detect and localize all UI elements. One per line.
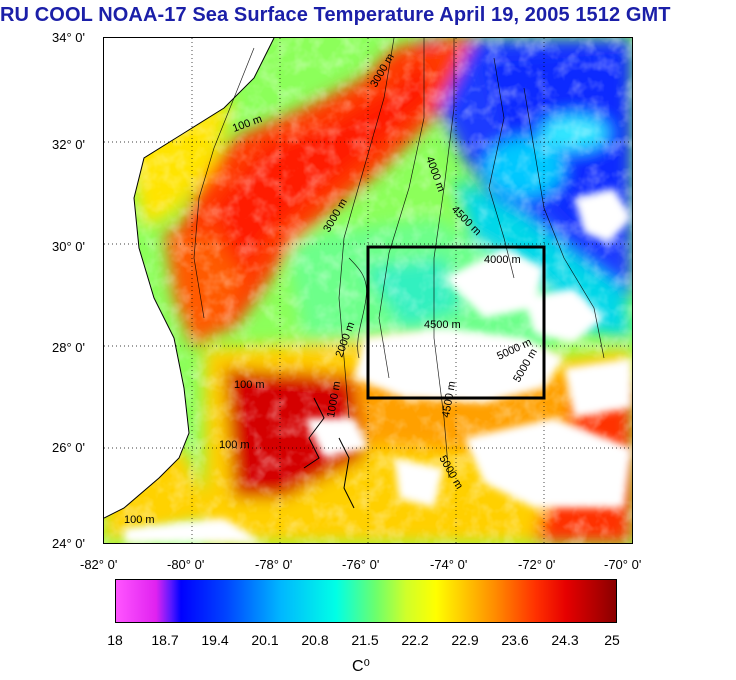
y-tick-label: 34° 0' [52,30,85,45]
colorbar-tick-label: 20.1 [251,632,279,648]
colorbar [115,579,617,623]
contour-label: 4000 m [484,254,521,266]
bathymetry-contours [193,38,605,479]
graticule [104,38,632,543]
y-tick-label: 28° 0' [52,340,85,355]
x-tick-label: -80° 0' [167,557,205,572]
y-tick-label: 32° 0' [52,137,85,152]
x-tick-label: -78° 0' [255,557,293,572]
study-region-box [366,245,546,400]
y-tick-label: 26° 0' [52,440,85,455]
sst-map: 100 m 3000 m 4000 m 4500 m 3000 m 4500 m… [103,37,633,544]
colorbar-tick-label: 19.4 [201,632,229,648]
x-tick-label: -76° 0' [342,557,380,572]
contour-label: 100 m [124,514,155,526]
contour-label: 100 m [219,439,250,451]
y-tick-label: 24° 0' [52,536,85,551]
sst-map-canvas: 100 m 3000 m 4000 m 4500 m 3000 m 4500 m… [104,38,632,543]
y-tick-label: 30° 0' [52,239,85,254]
colorbar-tick-label: 21.5 [351,632,379,648]
colorbar-tick-label: 23.6 [501,632,529,648]
colorbar-tick-label: 18.7 [151,632,179,648]
map-title: RU COOL NOAA-17 Sea Surface Temperature … [0,4,671,26]
colorbar-tick-label: 22.9 [451,632,479,648]
colorbar-tick-label: 18 [107,632,123,648]
colorbar-tick-label: 22.2 [401,632,429,648]
x-tick-label: -82° 0' [80,557,118,572]
land-florida [104,38,274,518]
x-tick-label: -70° 0' [604,557,642,572]
contour-label: 100 m [234,379,265,391]
x-tick-label: -74° 0' [430,557,468,572]
colorbar-tick-label: 20.8 [301,632,329,648]
colorbar-tick-label: 25 [604,632,620,648]
coastline [104,38,275,519]
x-tick-label: -72° 0' [518,557,556,572]
bahamas-island [303,397,325,469]
colorbar-tick-label: 24.3 [551,632,579,648]
contour-label: 4500 m [424,319,461,331]
colorbar-unit-label: C⁰ [352,658,370,675]
